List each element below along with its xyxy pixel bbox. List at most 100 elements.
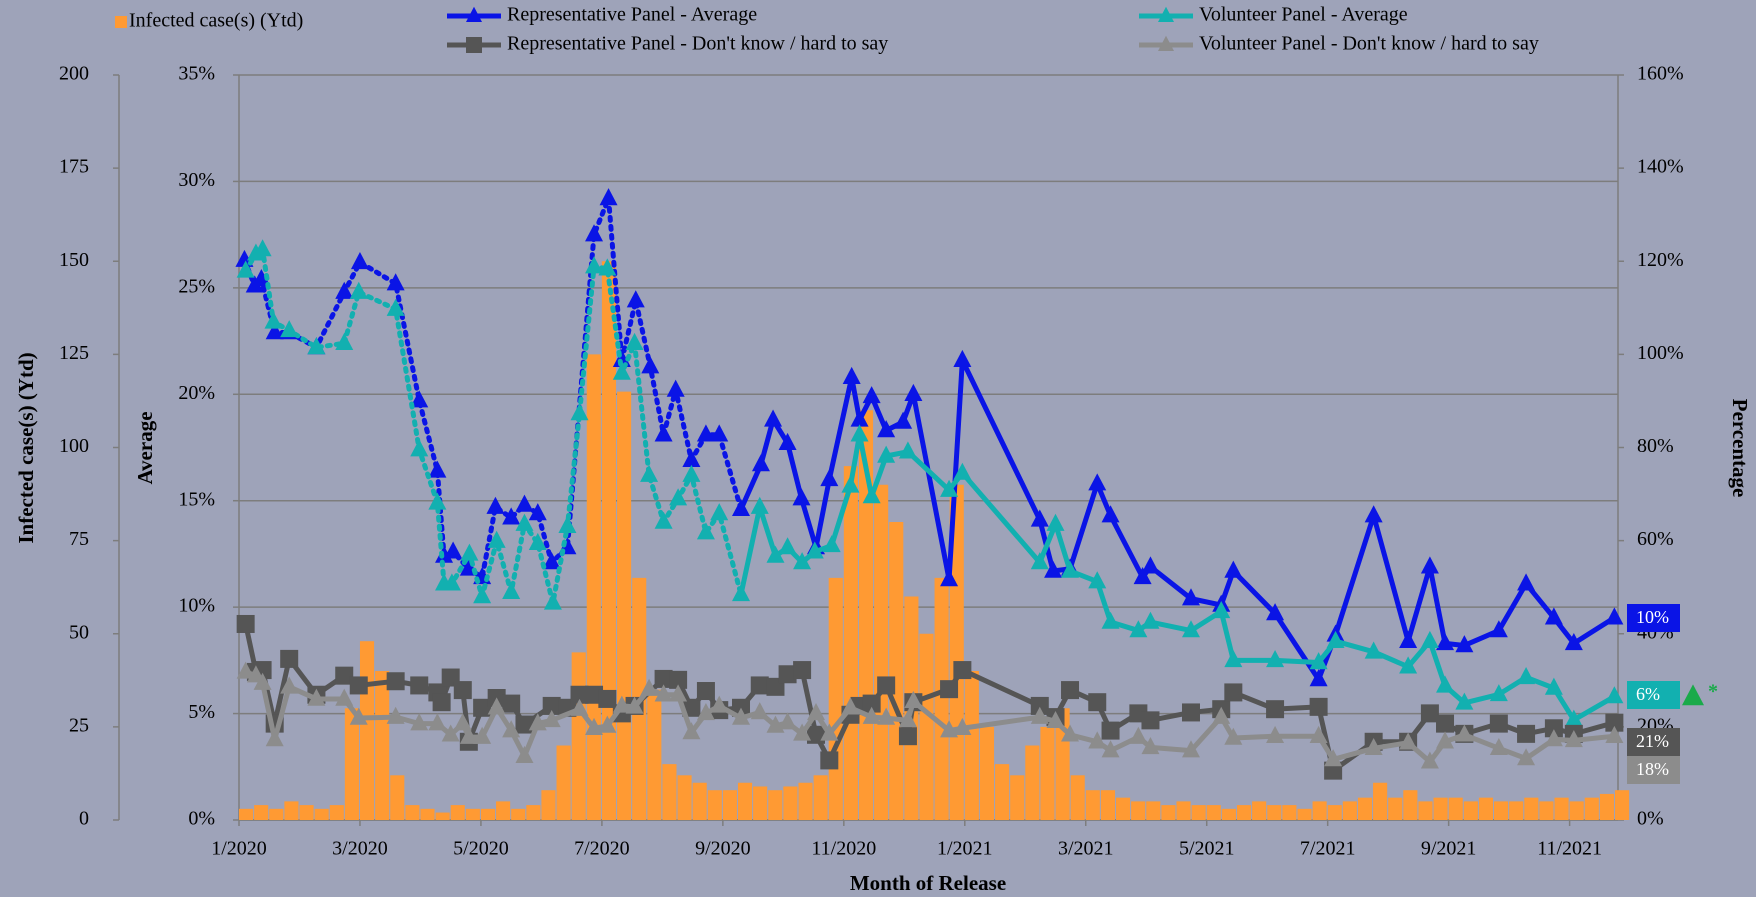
data-point [1181,620,1200,638]
bar [874,484,889,820]
bar [1569,801,1584,820]
data-point [1544,677,1563,695]
data-point [1181,740,1200,758]
data-point [543,592,562,610]
bar [813,775,828,820]
data-point [1224,650,1243,668]
data-point [1436,714,1455,733]
data-point [1544,607,1563,625]
data-point [252,268,271,287]
data-point [453,713,472,731]
bar [1327,805,1342,820]
data-point [386,672,405,691]
data-point [1266,700,1285,719]
data-point [1420,704,1439,723]
x-tick-label: 1/2020 [211,838,267,860]
data-point [528,503,547,521]
data-point [1436,632,1455,651]
data-point [410,439,429,457]
y0-tick-label: 175 [59,156,89,178]
y-tick-label: 5% [188,701,215,723]
bar [1161,805,1176,820]
data-point [1517,748,1536,766]
y2-tick-label: 160% [1637,63,1684,85]
y-tick-label: 25% [178,275,215,297]
bar [405,805,420,820]
data-point [1141,611,1160,629]
x-tick-label: 5/2021 [1179,838,1235,860]
data-point [1224,727,1243,745]
y-tick-label: 10% [178,595,215,617]
y0-tick-label: 0 [79,808,89,830]
data-point [1605,607,1624,625]
data-point [669,684,688,702]
end-label-box [1627,604,1680,632]
end-label-box [1627,756,1680,784]
bar [1025,745,1040,820]
data-point [1564,632,1583,651]
data-point [1212,706,1231,724]
data-point [654,424,673,442]
bar [344,708,359,820]
legend-marker [1158,6,1174,22]
data-point [820,751,839,770]
data-point [1030,706,1049,724]
data-point [640,464,659,482]
data-point [558,515,577,534]
y0-tick-label: 25 [69,714,89,736]
y-tick-label: 20% [178,382,215,404]
bar [1448,797,1463,820]
bar [1614,790,1630,820]
data-point [444,541,463,559]
data-point [441,724,460,742]
data-point [696,703,715,721]
bar [299,805,314,820]
bar [375,671,390,820]
data-point [502,694,521,713]
data-point [898,727,917,746]
bar [1267,805,1282,820]
data-point [822,535,841,553]
x-tick-label: 3/2020 [332,838,388,860]
data-point [598,689,617,708]
data-point [1030,552,1049,570]
data-point [1224,683,1243,702]
bar [1433,797,1448,820]
legend-marker [466,6,482,22]
data-point [807,703,826,721]
bar [1070,775,1085,820]
data-point [1141,711,1160,730]
annotation-marker [1682,684,1704,706]
bar [1085,790,1100,820]
x-tick-label: 7/2020 [574,838,630,860]
bar [329,805,344,820]
data-point [1399,630,1418,648]
data-point [1141,737,1160,755]
bar [995,764,1010,820]
data-point [710,424,729,442]
data-point [502,720,521,738]
data-point [862,694,881,713]
data-point [432,693,451,712]
data-point [641,356,660,374]
y0-tick-label: 125 [59,342,89,364]
bar [1463,801,1478,820]
data-point [1088,693,1107,712]
bar [934,577,949,820]
data-point [528,713,547,731]
bar [1221,808,1236,820]
data-point [1517,724,1536,743]
y0-axis-title: Infected case(s) (Ytd) [14,352,38,543]
data-point [1517,573,1536,591]
data-point [515,745,534,763]
data-point [599,188,618,206]
data-point [841,475,860,493]
legend-label: Representative Panel - Don't know / hard… [507,33,888,55]
data-point [1309,669,1328,687]
data-point [1061,681,1080,700]
data-point [778,665,797,684]
bar [617,391,632,820]
data-point [386,706,405,724]
data-point [1324,749,1343,767]
data-point [1088,731,1107,749]
